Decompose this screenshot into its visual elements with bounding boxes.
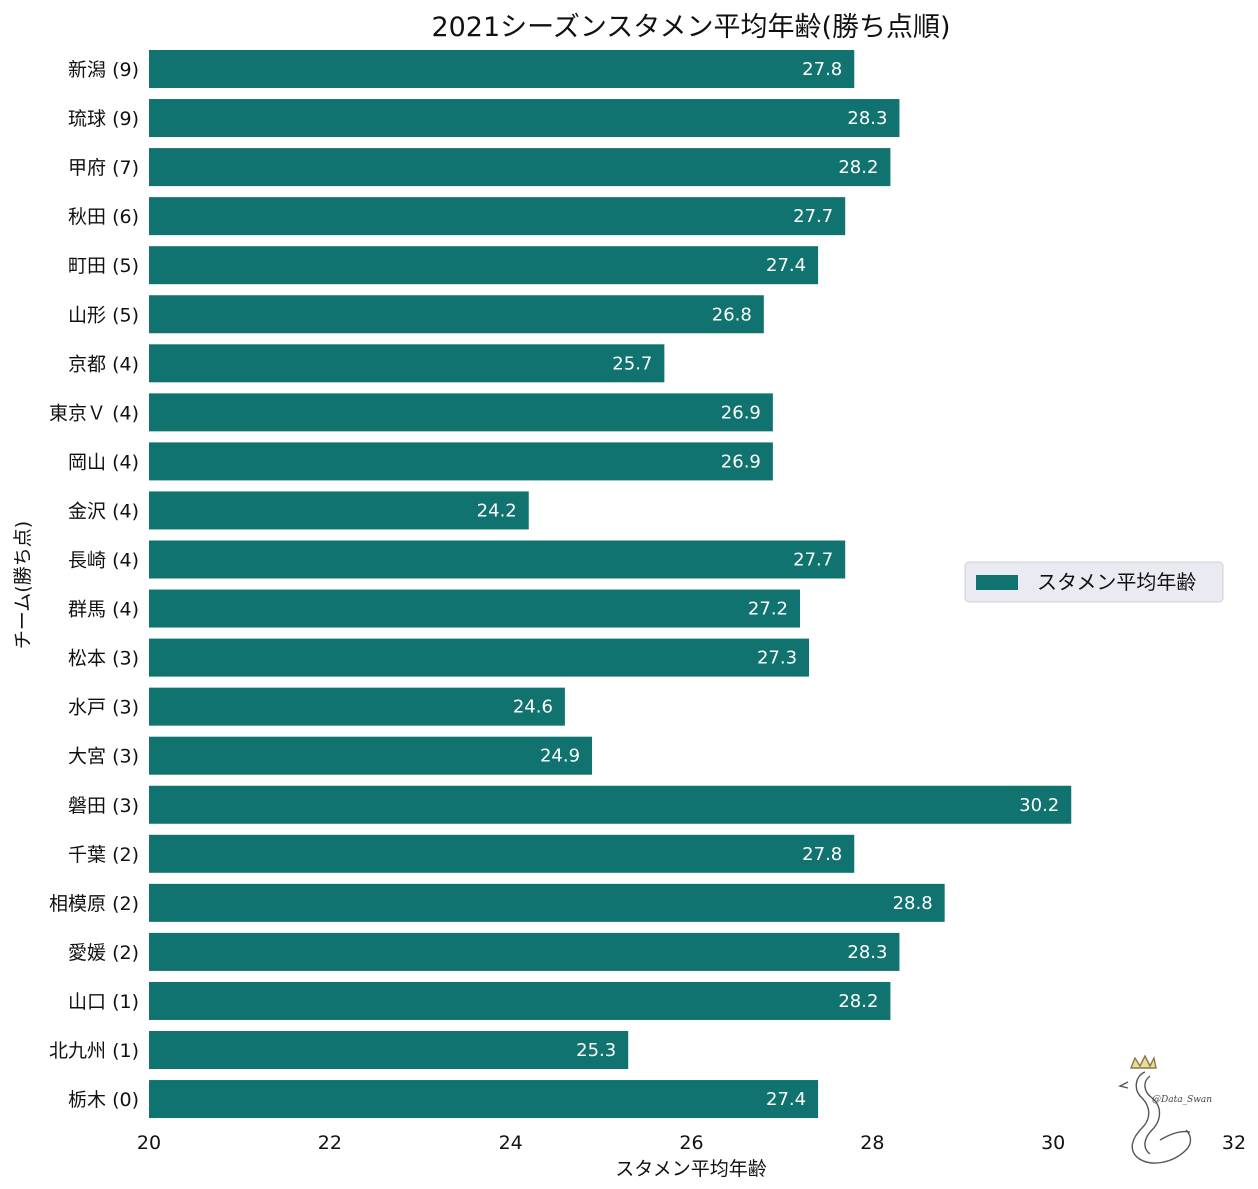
bar [149, 295, 764, 334]
data-label: 28.2 [838, 991, 878, 1012]
data-label: 27.7 [793, 550, 833, 571]
data-label: 28.3 [847, 108, 887, 129]
bar [149, 344, 665, 383]
data-label: 24.9 [540, 746, 580, 767]
swan-icon [1117, 1054, 1192, 1164]
x-tick-label: 26 [679, 1132, 703, 1154]
chart-title: 2021シーズンスタメン平均年齢(勝ち点順) [431, 12, 950, 43]
category-label: 栃木 (0) [68, 1089, 139, 1111]
data-label: 28.8 [893, 893, 933, 914]
data-label: 27.2 [748, 599, 788, 620]
x-tick-label: 32 [1222, 1132, 1246, 1154]
bar [149, 442, 773, 481]
data-label: 27.8 [802, 844, 842, 865]
bar [149, 246, 819, 285]
data-label: 27.3 [757, 648, 797, 669]
bars-group [149, 50, 1072, 1119]
bar [149, 50, 855, 88]
bar [149, 1031, 629, 1069]
x-tick-label: 24 [499, 1132, 523, 1154]
bar [149, 785, 1072, 824]
category-labels: 新潟 (9) 琉球 (9) 甲府 (7) 秋田 (6) 町田 (5) 山形 (5) 京都 (… [49, 59, 139, 1111]
data-label: 24.2 [477, 500, 517, 521]
legend-swatch [976, 575, 1018, 590]
data-label: 27.7 [793, 206, 833, 227]
x-tick-label: 22 [318, 1132, 342, 1154]
category-label: 愛媛 (2) [68, 942, 139, 964]
bar [149, 736, 593, 775]
category-label: 磐田 (3) [68, 795, 139, 817]
data-label: 28.3 [847, 942, 887, 963]
x-tick-label: 30 [1041, 1132, 1065, 1154]
category-label: 町田 (5) [68, 255, 139, 277]
y-axis-label: チーム(勝ち点) [12, 521, 34, 649]
x-tick-label: 20 [137, 1132, 161, 1154]
category-label: 群馬 (4) [68, 599, 139, 621]
data-label: 25.3 [576, 1040, 616, 1061]
bar [149, 589, 800, 628]
data-label: 30.2 [1019, 795, 1059, 816]
category-label: 新潟 (9) [68, 59, 139, 81]
bar [149, 1080, 819, 1119]
data-label: 28.2 [838, 157, 878, 178]
data-label: 24.6 [513, 697, 553, 718]
data-labels: 27.8 28.3 28.2 27.7 27.4 26.8 25.7 26.9 26.9 24.2… [477, 59, 1060, 1110]
category-label: 東京Ｖ (4) [49, 402, 139, 424]
bar [149, 981, 891, 1020]
category-label: 千葉 (2) [68, 844, 139, 866]
bar [149, 148, 891, 187]
data-label: 27.4 [766, 1089, 806, 1110]
category-label: 大宮 (3) [68, 746, 139, 768]
data-label: 26.8 [712, 304, 752, 325]
category-label: 北九州 (1) [49, 1040, 139, 1062]
x-tick-label: 28 [860, 1132, 884, 1154]
x-tick-labels: 20 22 24 26 28 30 32 [137, 1132, 1246, 1154]
data-label: 26.9 [721, 451, 761, 472]
watermark-text: @Data_Swan [1152, 1095, 1212, 1105]
legend-frame [964, 561, 1224, 603]
x-axis-label: スタメン平均年齢 [615, 1158, 766, 1180]
category-label: 岡山 (4) [68, 451, 139, 473]
category-label: 長崎 (4) [68, 550, 139, 572]
category-label: 相模原 (2) [49, 893, 139, 915]
legend-label: スタメン平均年齢 [1037, 570, 1196, 594]
data-label: 25.7 [612, 353, 652, 374]
data-label: 27.8 [802, 59, 842, 80]
category-label: 京都 (4) [68, 353, 139, 375]
category-label: 松本 (3) [68, 648, 139, 670]
category-label: 琉球 (9) [68, 108, 139, 130]
bar [149, 687, 565, 726]
legend: スタメン平均年齢 [964, 561, 1224, 603]
bar [149, 932, 900, 971]
bar [149, 883, 945, 922]
bar [149, 834, 855, 873]
category-label: 山口 (1) [68, 991, 139, 1013]
watermark-logo: @Data_Swan [1117, 1054, 1212, 1164]
bar [149, 638, 810, 677]
category-label: 山形 (5) [68, 304, 139, 326]
bar [149, 491, 529, 530]
bar [149, 99, 900, 138]
category-label: 水戸 (3) [68, 697, 139, 719]
category-label: 甲府 (7) [68, 157, 139, 179]
bar [149, 393, 773, 432]
data-label: 26.9 [721, 402, 761, 423]
bar [149, 540, 846, 579]
bar [149, 197, 846, 236]
category-label: 秋田 (6) [68, 206, 139, 228]
category-label: 金沢 (4) [68, 500, 139, 522]
data-label: 27.4 [766, 255, 806, 276]
